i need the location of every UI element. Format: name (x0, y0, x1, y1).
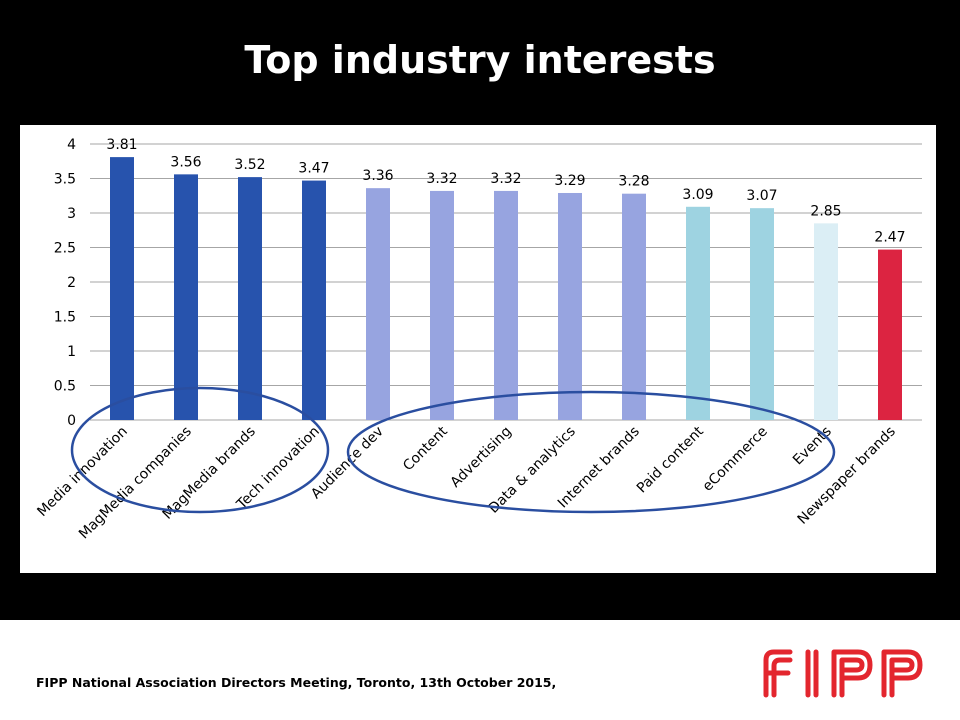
category-label: Events (790, 424, 835, 469)
y-tick-label: 2 (67, 275, 76, 291)
category-label: Advertising (448, 424, 515, 491)
data-label: 3.09 (682, 187, 713, 203)
bar (750, 208, 774, 420)
bar (686, 206, 710, 420)
bar-chart: 00.511.522.533.54 3.813.56 3.52 3.47 3.36 3.… (34, 137, 922, 542)
slide-title: Top industry interests (244, 38, 716, 82)
bar (238, 177, 262, 420)
data-labels: 3.81 3.56 3.52 3.47 3.36 3.32 3.32 3.29 3.28 3.09… (106, 137, 905, 245)
bar (174, 174, 198, 420)
annotation-ellipse (346, 390, 836, 514)
data-label: 3.07 (746, 188, 777, 204)
footer-text: FIPP National Association Directors Meet… (36, 675, 557, 690)
fipp-logo (763, 649, 923, 698)
bars (110, 157, 902, 421)
bar (302, 180, 326, 420)
annotation-ellipse (70, 386, 330, 514)
bar (622, 193, 646, 420)
y-tick-label: 3.5 (54, 172, 76, 188)
bar (558, 192, 582, 420)
bar (430, 190, 454, 420)
data-label: 3.29 (554, 173, 585, 189)
data-label: 3.52 (234, 157, 265, 173)
data-label: 3.28 (618, 174, 649, 190)
data-label: 2.85 (810, 203, 841, 219)
y-tick-label: 1 (67, 344, 76, 360)
y-tick-label: 4 (67, 137, 76, 153)
category-label: MagMedia companies (76, 424, 195, 543)
annotation-ellipses (70, 386, 836, 514)
y-tick-label: 0 (67, 413, 76, 429)
category-label: eCommerce (700, 424, 771, 495)
data-label: 3.32 (426, 171, 457, 187)
data-label: 3.32 (490, 171, 521, 187)
category-label: Paid content (634, 423, 707, 496)
y-tick-label: 0.5 (54, 379, 76, 395)
data-label: 3.56 (170, 154, 201, 170)
y-tick-label: 3 (67, 206, 76, 222)
y-axis-ticks: 0 0.5 1 1.5 2 2.5 3 3.5 4 (54, 137, 76, 429)
data-label: 2.47 (874, 230, 905, 246)
data-label: 3.47 (298, 161, 329, 177)
bar (366, 188, 390, 420)
y-tick-label: 2.5 (54, 241, 76, 257)
y-tick-label: 1.5 (54, 310, 76, 326)
bar (110, 157, 134, 421)
bar (878, 249, 902, 420)
data-label: 3.36 (362, 168, 393, 184)
chart-panel: 0 0.5 1 1.5 2 2.5 3 3.5 4 3.81 3.56 3.52 3.47 3.36 3.… (20, 125, 936, 573)
bar (814, 223, 838, 420)
data-label: 3.81 (106, 137, 137, 153)
category-label: Content (400, 423, 451, 474)
bar (494, 190, 518, 420)
